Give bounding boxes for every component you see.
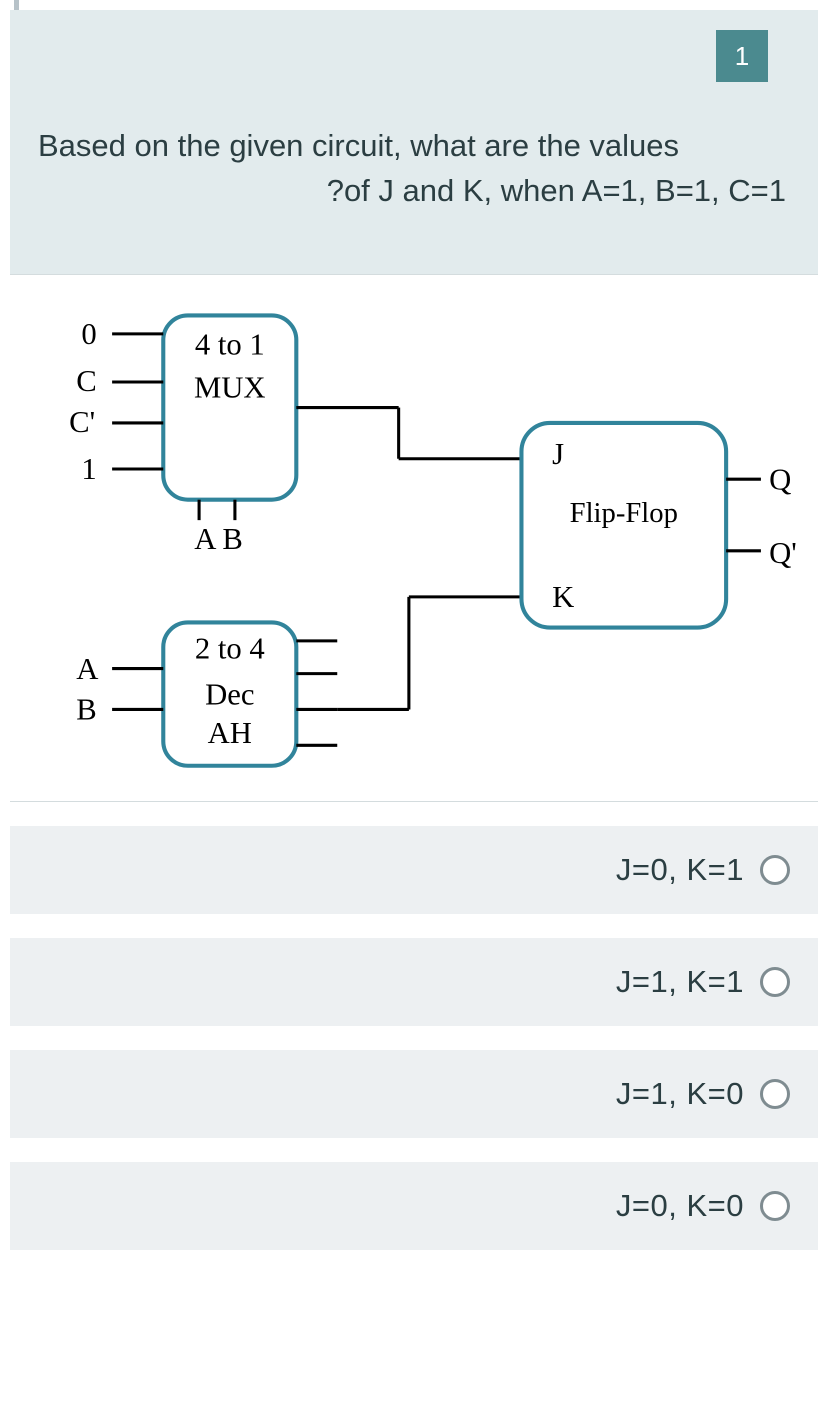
mux-label2: MUX xyxy=(194,370,266,404)
mux-label1: 4 to 1 xyxy=(195,327,265,361)
dec-label2: Dec xyxy=(205,677,254,711)
option-row[interactable]: J=1, K=1 xyxy=(10,938,818,1026)
mux-in1: C xyxy=(76,364,96,398)
points-badge: 1 xyxy=(716,30,768,82)
ff-qn: Q' xyxy=(769,536,797,570)
ff-k: K xyxy=(552,580,574,614)
option-label: J=1, K=0 xyxy=(616,1076,744,1112)
option-label: J=0, K=0 xyxy=(616,1188,744,1224)
option-label: J=1, K=1 xyxy=(616,964,744,1000)
option-row[interactable]: J=0, K=0 xyxy=(10,1162,818,1250)
question-line1: Based on the given circuit, what are the… xyxy=(38,124,790,169)
option-row[interactable]: J=0, K=1 xyxy=(10,826,818,914)
circuit-diagram: 4 to 1 MUX 0 C C' 1 A B 2 to 4 Dec AH A … xyxy=(10,274,818,802)
radio-icon[interactable] xyxy=(760,1079,790,1109)
mux-in3: 1 xyxy=(81,452,96,486)
option-label: J=0, K=1 xyxy=(616,852,744,888)
ff-j: J xyxy=(552,437,564,471)
question-line2: ?of J and K, when A=1, B=1, C=1 xyxy=(38,169,790,214)
dec-label1: 2 to 4 xyxy=(195,631,265,665)
options-list: J=0, K=1 J=1, K=1 J=1, K=0 J=0, K=0 xyxy=(10,826,818,1250)
mux-in2: C' xyxy=(69,405,95,439)
ff-q: Q xyxy=(769,462,791,496)
radio-icon[interactable] xyxy=(760,1191,790,1221)
dec-label3: AH xyxy=(208,716,252,750)
radio-icon[interactable] xyxy=(760,967,790,997)
mux-select-label: A B xyxy=(194,522,243,556)
mux-in0: 0 xyxy=(81,317,96,351)
dec-inA: A xyxy=(76,652,98,686)
question-card: 1 Based on the given circuit, what are t… xyxy=(10,10,818,274)
question-text: Based on the given circuit, what are the… xyxy=(10,10,818,244)
ff-label: Flip-Flop xyxy=(570,497,678,529)
radio-icon[interactable] xyxy=(760,855,790,885)
circuit-svg: 4 to 1 MUX 0 C C' 1 A B 2 to 4 Dec AH A … xyxy=(20,295,808,776)
dec-inB: B xyxy=(76,693,96,727)
option-row[interactable]: J=1, K=0 xyxy=(10,1050,818,1138)
